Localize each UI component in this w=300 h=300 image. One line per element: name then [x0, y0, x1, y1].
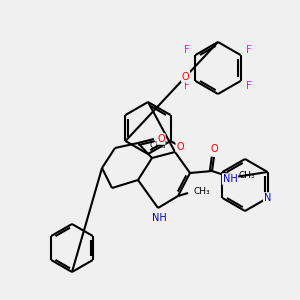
Text: F: F [246, 81, 252, 91]
Text: O: O [157, 134, 165, 144]
Text: CH₃: CH₃ [149, 141, 166, 150]
Text: N: N [264, 193, 271, 203]
Text: O: O [210, 144, 218, 154]
Text: NH: NH [223, 174, 237, 184]
Text: CH₃: CH₃ [238, 172, 255, 181]
Text: NH: NH [152, 213, 166, 223]
Text: O: O [182, 72, 189, 82]
Text: F: F [184, 81, 190, 91]
Text: O: O [176, 142, 184, 152]
Text: CH₃: CH₃ [194, 188, 211, 196]
Text: F: F [246, 45, 252, 55]
Text: F: F [184, 45, 190, 55]
